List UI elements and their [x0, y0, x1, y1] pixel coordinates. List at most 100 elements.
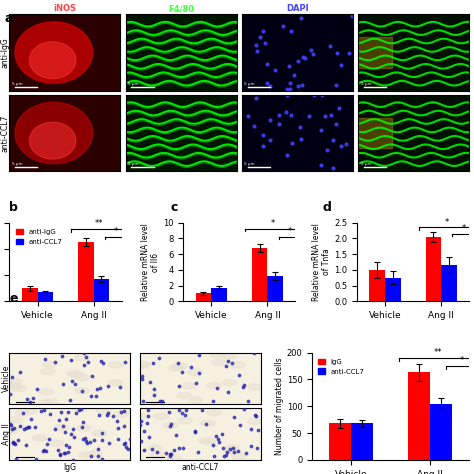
- Text: a: a: [5, 12, 13, 25]
- Point: [120, 423, 128, 430]
- Point: [227, 446, 234, 453]
- Circle shape: [189, 397, 203, 403]
- Circle shape: [164, 422, 178, 428]
- Point: [192, 380, 200, 387]
- Point: [94, 445, 102, 453]
- Polygon shape: [15, 102, 92, 164]
- Point: [105, 439, 113, 447]
- Legend: IgG, anti-CCL7: IgG, anti-CCL7: [316, 356, 367, 377]
- Point: [16, 422, 23, 429]
- Point: [195, 352, 203, 359]
- Point: [210, 442, 217, 449]
- Circle shape: [109, 362, 123, 368]
- Point: [65, 444, 73, 451]
- Point: [41, 446, 48, 454]
- Point: [11, 440, 19, 447]
- Point: [59, 381, 67, 388]
- Point: [51, 425, 58, 432]
- Point: [54, 446, 62, 454]
- Circle shape: [114, 411, 128, 418]
- Circle shape: [223, 447, 238, 454]
- Title: F4/80: F4/80: [168, 4, 194, 13]
- Point: [210, 452, 218, 460]
- Point: [202, 420, 210, 428]
- Point: [55, 416, 63, 423]
- Point: [41, 355, 48, 363]
- Point: [83, 440, 91, 447]
- Title: DAPI: DAPI: [286, 4, 309, 13]
- Point: [230, 448, 238, 456]
- Point: [46, 410, 54, 418]
- Y-axis label: Relative mRNA level
of Il6: Relative mRNA level of Il6: [141, 223, 160, 301]
- Point: [124, 446, 131, 453]
- Circle shape: [76, 425, 91, 431]
- Point: [153, 448, 161, 456]
- Circle shape: [207, 410, 221, 416]
- Point: [15, 437, 22, 444]
- Circle shape: [169, 365, 183, 371]
- Point: [25, 423, 33, 430]
- Point: [219, 430, 226, 438]
- Point: [225, 388, 232, 396]
- Bar: [329, 423, 351, 460]
- Circle shape: [109, 380, 123, 386]
- Circle shape: [75, 374, 90, 381]
- Text: *: *: [445, 218, 449, 227]
- Circle shape: [207, 382, 221, 388]
- Point: [62, 449, 69, 457]
- Point: [114, 435, 121, 443]
- Point: [158, 398, 165, 405]
- Polygon shape: [15, 22, 92, 83]
- Bar: [430, 403, 452, 460]
- Circle shape: [150, 452, 165, 458]
- Point: [99, 456, 106, 463]
- Point: [240, 382, 247, 389]
- Point: [26, 398, 34, 406]
- Point: [146, 378, 154, 385]
- Point: [120, 407, 128, 415]
- Circle shape: [9, 417, 23, 423]
- Circle shape: [40, 368, 55, 374]
- Point: [86, 438, 94, 446]
- Circle shape: [247, 384, 262, 390]
- Y-axis label: Vehicle: Vehicle: [2, 365, 11, 392]
- Y-axis label: Number of migrated cells: Number of migrated cells: [275, 357, 284, 455]
- Point: [22, 425, 29, 432]
- Circle shape: [7, 383, 21, 389]
- Circle shape: [79, 452, 93, 458]
- Point: [68, 356, 75, 364]
- Y-axis label: anti-IgG: anti-IgG: [1, 37, 10, 68]
- Point: [174, 360, 182, 367]
- Circle shape: [222, 380, 237, 386]
- Circle shape: [177, 392, 192, 399]
- Point: [27, 416, 35, 423]
- Circle shape: [7, 379, 21, 385]
- Point: [140, 446, 148, 454]
- Point: [251, 411, 259, 419]
- Circle shape: [67, 371, 82, 377]
- Point: [122, 443, 130, 450]
- Point: [167, 420, 174, 428]
- Point: [145, 412, 152, 420]
- Bar: [196, 293, 211, 301]
- Circle shape: [38, 400, 53, 406]
- Point: [235, 447, 242, 455]
- Circle shape: [74, 355, 89, 361]
- Circle shape: [201, 420, 215, 426]
- Point: [126, 435, 134, 443]
- Point: [138, 372, 146, 380]
- Y-axis label: Ang II: Ang II: [2, 423, 11, 445]
- Point: [62, 428, 69, 436]
- Point: [198, 406, 205, 414]
- Text: b: b: [9, 201, 18, 214]
- Point: [79, 435, 87, 443]
- Point: [8, 374, 16, 381]
- Point: [6, 390, 14, 398]
- Point: [78, 387, 86, 395]
- Point: [224, 448, 231, 456]
- Point: [175, 444, 182, 451]
- Point: [144, 407, 152, 414]
- Text: 5 μm: 5 μm: [245, 82, 255, 86]
- Point: [194, 448, 202, 456]
- Bar: [37, 292, 53, 301]
